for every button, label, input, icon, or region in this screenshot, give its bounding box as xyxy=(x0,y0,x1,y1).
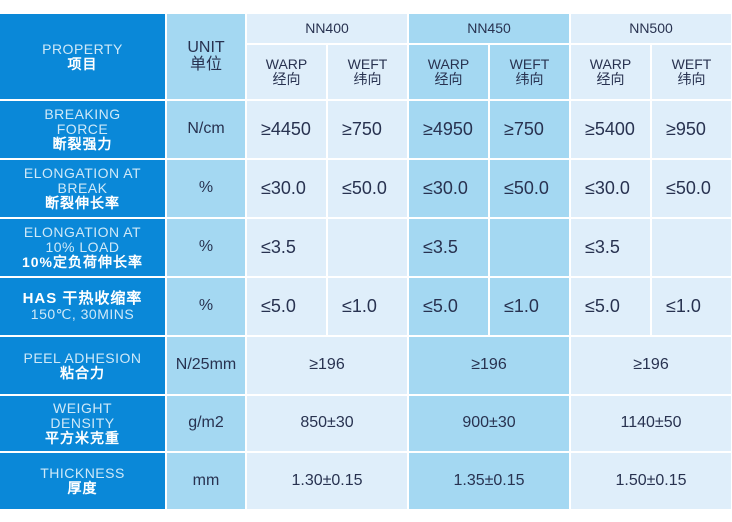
value-cell: ≤5.0 xyxy=(571,278,650,335)
value-cell: 1.50±0.15 xyxy=(571,453,731,509)
spec-table: PROPERTY 项目 UNIT 单位 NN400 NN450 NN500 WARP… xyxy=(0,12,732,511)
header-warp: WARP 经向 xyxy=(247,45,326,99)
header-weft: WEFT 纬向 xyxy=(490,45,569,99)
value-cell: ≤30.0 xyxy=(409,160,488,217)
value-cell: ≥4950 xyxy=(409,101,488,158)
value-cell: ≤5.0 xyxy=(247,278,326,335)
header-warp: WARP 经向 xyxy=(409,45,488,99)
unit-cell: % xyxy=(167,160,245,217)
header-nn450: NN450 xyxy=(409,14,569,43)
value-cell: 1140±50 xyxy=(571,396,731,451)
table-row: ELONGATION AT 10% LOAD 10%定负荷伸长率% ≤3.5 ≤3.5… xyxy=(0,219,731,276)
value-cell: ≥950 xyxy=(652,101,731,158)
header-nn500: NN500 xyxy=(571,14,731,43)
value-cell xyxy=(490,219,569,276)
table-row: HAS 干热收缩率 150℃, 30MINS% ≤5.0 ≤1.0 ≤5.0 ≤1.0 ≤5… xyxy=(0,278,731,335)
property-cell: ELONGATION AT BREAK 断裂伸长率 xyxy=(0,160,165,217)
unit-cell: % xyxy=(167,278,245,335)
value-cell: 1.30±0.15 xyxy=(247,453,407,509)
value-cell: 900±30 xyxy=(409,396,569,451)
value-cell: ≤3.5 xyxy=(409,219,488,276)
value-cell: ≥196 xyxy=(247,337,407,394)
value-cell: ≤50.0 xyxy=(328,160,407,217)
value-cell: ≥4450 xyxy=(247,101,326,158)
value-cell: ≥750 xyxy=(490,101,569,158)
header-property: PROPERTY 项目 xyxy=(0,14,165,99)
value-cell: ≥196 xyxy=(571,337,731,394)
value-cell: ≤5.0 xyxy=(409,278,488,335)
value-cell: ≤1.0 xyxy=(490,278,569,335)
unit-cell: N/cm xyxy=(167,101,245,158)
value-cell: ≤1.0 xyxy=(652,278,731,335)
unit-cell: mm xyxy=(167,453,245,509)
header-weft: WEFT 纬向 xyxy=(328,45,407,99)
header-nn400: NN400 xyxy=(247,14,407,43)
unit-cell: g/m2 xyxy=(167,396,245,451)
header-warp: WARP 经向 xyxy=(571,45,650,99)
header-weft: WEFT 纬向 xyxy=(652,45,731,99)
property-cell: WEIGHT DENSITY 平方米克重 xyxy=(0,396,165,451)
value-cell: ≤3.5 xyxy=(571,219,650,276)
value-cell: ≤50.0 xyxy=(490,160,569,217)
table-row: BREAKING FORCE 断裂强力 N/cm ≥4450 ≥750 ≥4950 ≥750… xyxy=(0,101,731,158)
value-cell xyxy=(652,219,731,276)
value-cell: ≤30.0 xyxy=(247,160,326,217)
value-cell: ≤3.5 xyxy=(247,219,326,276)
property-cell: THICKNESS 厚度 xyxy=(0,453,165,509)
table-row: WEIGHT DENSITY 平方米克重 g/m2 850±30 900±30 1140±… xyxy=(0,396,731,451)
property-cell: HAS 干热收缩率 150℃, 30MINS xyxy=(0,278,165,335)
value-cell: ≥196 xyxy=(409,337,569,394)
value-cell: ≥750 xyxy=(328,101,407,158)
property-cell: ELONGATION AT 10% LOAD 10%定负荷伸长率 xyxy=(0,219,165,276)
value-cell: ≤1.0 xyxy=(328,278,407,335)
value-cell xyxy=(328,219,407,276)
table-row: THICKNESS 厚度 mm 1.30±0.15 1.35±0.15 1.50±0.15 xyxy=(0,453,731,509)
value-cell: ≤50.0 xyxy=(652,160,731,217)
value-cell: ≥5400 xyxy=(571,101,650,158)
unit-cell: % xyxy=(167,219,245,276)
unit-cell: N/25mm xyxy=(167,337,245,394)
value-cell: 1.35±0.15 xyxy=(409,453,569,509)
header-unit: UNIT 单位 xyxy=(167,14,245,99)
table-row: ELONGATION AT BREAK 断裂伸长率% ≤30.0 ≤50.0 ≤30.0… xyxy=(0,160,731,217)
value-cell: ≤30.0 xyxy=(571,160,650,217)
property-cell: PEEL ADHESION 粘合力 xyxy=(0,337,165,394)
table-row: PEEL ADHESION 粘合力 N/25mm ≥196 ≥196 ≥196 xyxy=(0,337,731,394)
property-cell: BREAKING FORCE 断裂强力 xyxy=(0,101,165,158)
value-cell: 850±30 xyxy=(247,396,407,451)
